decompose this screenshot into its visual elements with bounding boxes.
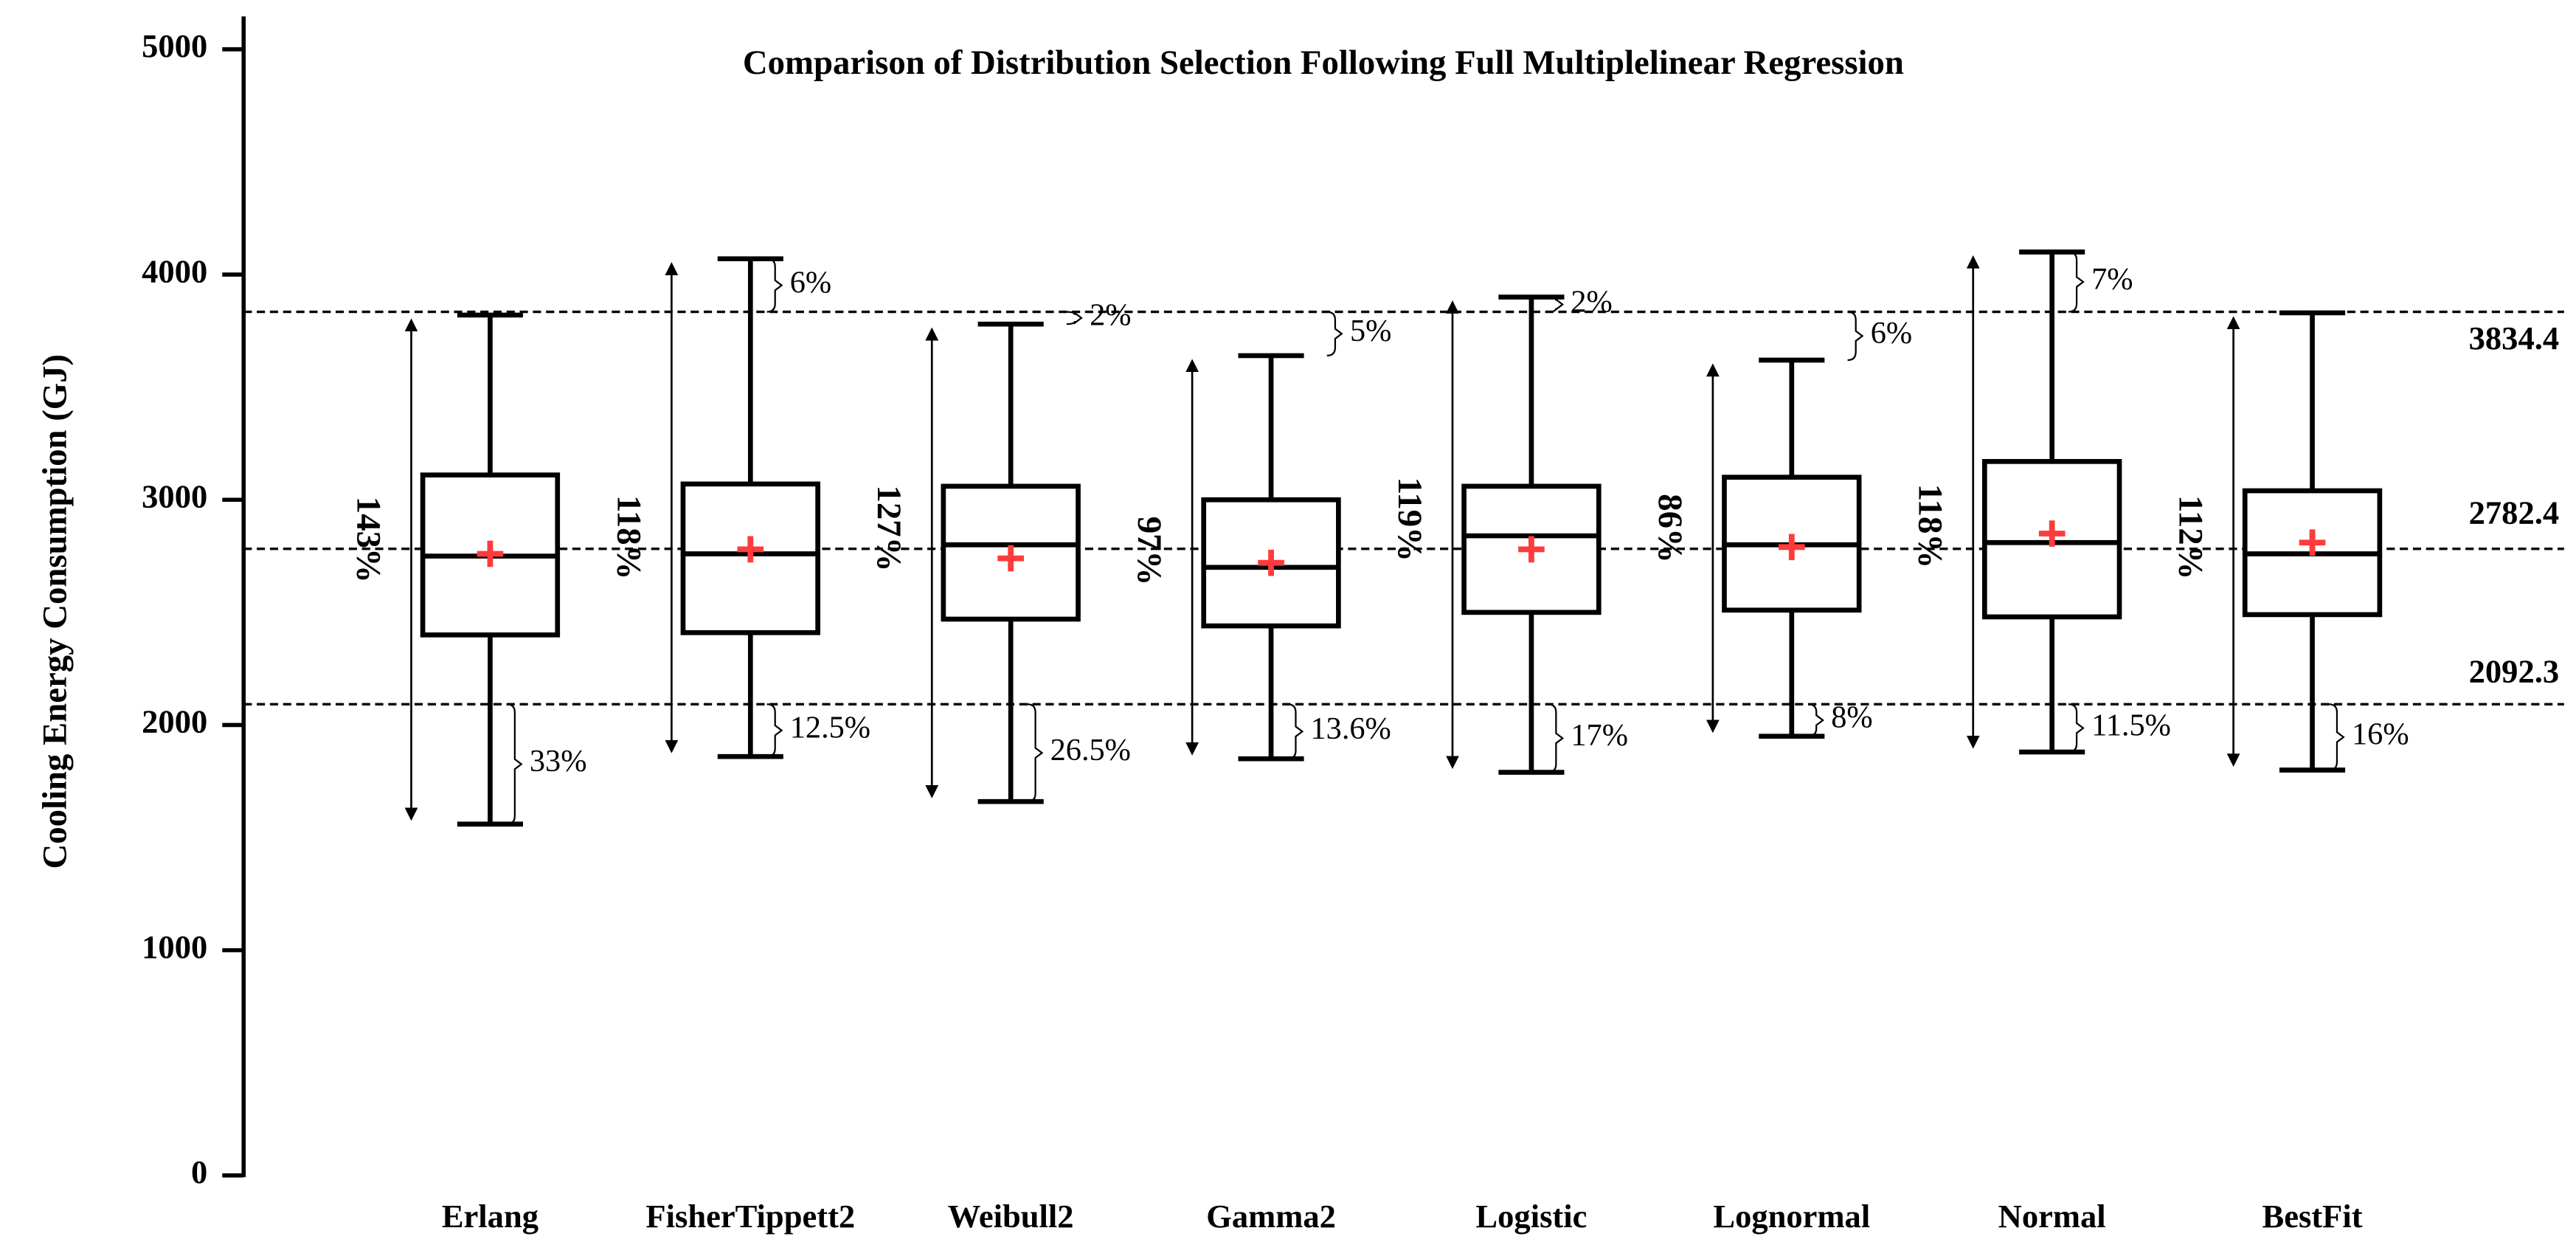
bottom-label: 26.5%: [1050, 733, 1131, 767]
mean-marker: [477, 540, 504, 567]
x-tick-label: Gamma2: [1206, 1198, 1336, 1235]
bottom-label: 13.6%: [1311, 711, 1391, 746]
mean-marker: [2038, 520, 2066, 547]
y-tick-label: 5000: [142, 27, 207, 64]
bottom-label: 8%: [1831, 700, 1872, 735]
bottom-label: 33%: [530, 744, 587, 779]
top-brace: [1066, 311, 1083, 325]
bottom-brace: [1808, 703, 1824, 737]
range-label: 127%: [870, 486, 908, 572]
top-label: 2%: [1090, 298, 1131, 333]
bottom-brace: [2328, 703, 2345, 771]
box: [680, 481, 820, 635]
bottom-label: 12.5%: [790, 710, 870, 745]
top-label: 2%: [1571, 284, 1612, 319]
y-tick-label: 4000: [142, 252, 207, 289]
bottom-brace: [506, 703, 523, 825]
y-tick-label: 3000: [142, 477, 207, 514]
x-tick-label: FisherTippett2: [645, 1198, 855, 1235]
top-brace: [1326, 311, 1343, 357]
bottom-brace: [1548, 703, 1565, 773]
range-label: 112%: [2172, 495, 2210, 579]
mean-marker: [737, 536, 764, 563]
y-tick-label: 2000: [142, 703, 207, 740]
mean-marker: [1518, 536, 1545, 563]
mean-marker: [997, 545, 1025, 572]
top-label: 7%: [2091, 262, 2133, 297]
range-label: 118%: [609, 495, 648, 579]
range-label: 86%: [1651, 494, 1689, 563]
x-tick-label: BestFit: [2262, 1198, 2363, 1235]
range-label: 119%: [1391, 477, 1429, 562]
range-label: 97%: [1130, 517, 1168, 586]
x-tick-label: Lognormal: [1713, 1198, 1870, 1235]
y-tick-label: 1000: [142, 928, 207, 965]
y-axis-title: Cooling Energy Consumption (GJ): [35, 354, 74, 869]
bottom-brace: [1287, 703, 1304, 760]
reference-label: 2782.4: [2469, 494, 2560, 531]
bottom-brace: [766, 703, 783, 758]
range-label: 118%: [1911, 484, 1950, 568]
x-tick-label: Logistic: [1475, 1198, 1587, 1235]
chart-title: Comparison of Distribution Selection Fol…: [743, 44, 1904, 82]
bottom-brace: [2068, 703, 2085, 753]
top-label: 6%: [1871, 316, 1912, 351]
reference-label: 3834.4: [2469, 320, 2560, 356]
top-label: 6%: [790, 265, 831, 300]
mean-marker: [1778, 534, 1805, 561]
x-tick-label: Weibull2: [948, 1198, 1074, 1235]
top-brace: [1548, 296, 1565, 313]
bottom-label: 16%: [2352, 717, 2409, 752]
mean-marker: [2299, 529, 2326, 556]
top-brace: [2068, 251, 2085, 313]
bottom-label: 11.5%: [2091, 708, 2171, 742]
range-label: 143%: [349, 497, 387, 583]
x-tick-label: Normal: [1998, 1198, 2106, 1235]
x-tick-label: Erlang: [442, 1198, 539, 1235]
top-brace: [1847, 311, 1864, 362]
bottom-brace: [1027, 703, 1044, 803]
top-label: 5%: [1350, 314, 1391, 348]
mean-marker: [1258, 549, 1284, 576]
reference-label: 2092.3: [2469, 652, 2560, 689]
y-tick-label: 0: [191, 1153, 207, 1190]
bottom-label: 17%: [1571, 718, 1628, 753]
top-brace: [766, 258, 783, 313]
